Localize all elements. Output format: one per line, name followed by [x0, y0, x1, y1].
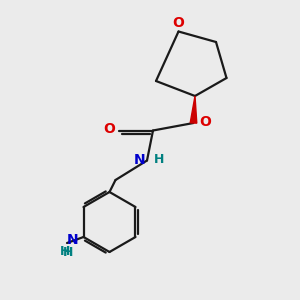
- Text: O: O: [172, 16, 184, 30]
- Text: O: O: [103, 122, 115, 136]
- Text: H: H: [63, 246, 74, 259]
- Text: N: N: [67, 233, 78, 247]
- Text: H: H: [154, 153, 164, 167]
- Polygon shape: [190, 96, 197, 123]
- Text: N: N: [134, 153, 146, 167]
- Text: O: O: [199, 115, 211, 129]
- Text: H: H: [60, 245, 71, 258]
